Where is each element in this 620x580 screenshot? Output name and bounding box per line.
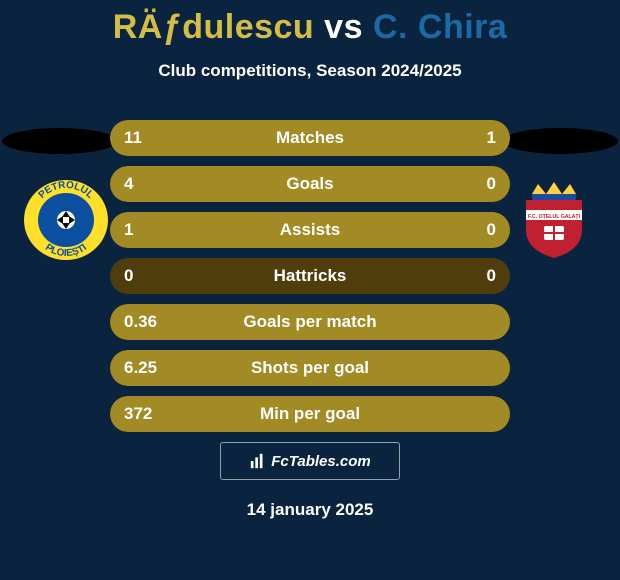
comparison-infographic: RÄƒdulescu vs C. Chira Club competitions… [0,0,620,580]
player1-name: RÄƒdulescu [113,8,315,46]
stat-label: Assists [110,212,510,248]
footer-date: 14 january 2025 [0,500,620,520]
player2-name: C. Chira [373,8,507,46]
stat-row: 111Matches [110,120,510,156]
stat-row: 0.36Goals per match [110,304,510,340]
vs-text: vs [324,8,363,46]
svg-text:F.C. OȚELUL GALAȚI: F.C. OȚELUL GALAȚI [528,214,581,220]
stat-label: Goals [110,166,510,202]
stat-label: Shots per goal [110,350,510,386]
stat-row: 00Hattricks [110,258,510,294]
stat-row: 372Min per goal [110,396,510,432]
stat-label: Min per goal [110,396,510,432]
stat-row: 6.25Shots per goal [110,350,510,386]
stat-row: 40Goals [110,166,510,202]
stats-bars: 111Matches 40Goals 10Assists 00Hattricks 0.3… [110,120,510,442]
stat-label: Hattricks [110,258,510,294]
stat-row: 10Assists [110,212,510,248]
player1-shadow [2,128,117,154]
club-crest-left: PETROLUL PLOIEȘTI [16,180,116,260]
stat-label: Matches [110,120,510,156]
subtitle: Club competitions, Season 2024/2025 [0,61,620,81]
footer-brand[interactable]: FcTables.com [220,442,400,480]
stat-label: Goals per match [110,304,510,340]
footer-brand-text: FcTables.com [271,453,370,470]
club-crest-right: F.C. OȚELUL GALAȚI [504,180,604,260]
player2-shadow [503,128,618,154]
page-title: RÄƒdulescu vs C. Chira [0,0,620,47]
bars-icon [249,452,267,470]
